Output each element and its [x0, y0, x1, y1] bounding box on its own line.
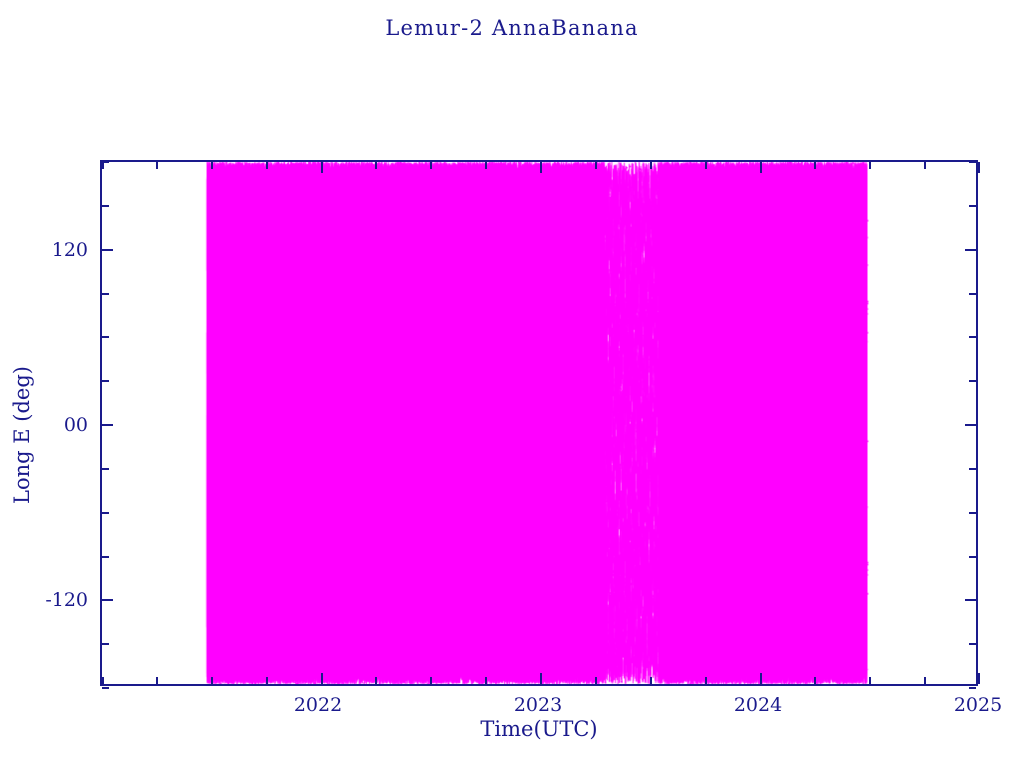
x-tick-2023.25 — [594, 677, 597, 684]
y-tick-right-150 — [969, 204, 976, 207]
x-tick-top-2021.5 — [210, 162, 213, 169]
x-axis-title: Time(UTC) — [480, 717, 598, 741]
y-tick--150 — [102, 643, 109, 646]
y-tick--60 — [102, 511, 109, 514]
y-tick--30 — [102, 467, 109, 470]
x-tick-label-2025: 2025 — [953, 694, 1003, 716]
y-tick-right--60 — [969, 511, 976, 514]
y-tick-right--30 — [969, 467, 976, 470]
x-tick-2023.5 — [649, 677, 652, 684]
y-tick--180 — [102, 687, 109, 689]
y-tick-150 — [102, 204, 109, 207]
x-tick-top-2023.5 — [649, 162, 652, 169]
x-tick-top-2024.75 — [924, 162, 927, 169]
y-tick-right--120 — [965, 599, 976, 602]
x-tick-top-2025 — [978, 162, 980, 173]
x-tick-2022.25 — [375, 677, 378, 684]
y-tick-label-m120: -120 — [45, 589, 88, 611]
x-tick-2023 — [540, 673, 542, 684]
x-tick-2021.5 — [210, 677, 213, 684]
x-tick-2022 — [320, 673, 323, 684]
x-tick-2023.75 — [704, 677, 707, 684]
plot-frame — [100, 160, 980, 689]
x-tick-top-2022.25 — [375, 162, 378, 169]
y-tick-right-90 — [969, 292, 976, 295]
page-title: Lemur-2 AnnaBanana — [385, 16, 639, 40]
y-tick-right--180 — [969, 687, 976, 689]
y-tick-label-120: 120 — [51, 239, 88, 261]
x-tick-2024 — [759, 673, 762, 684]
x-tick-2025 — [978, 673, 980, 684]
y-tick-right-30 — [969, 380, 976, 383]
y-tick-right-120 — [965, 248, 976, 251]
x-tick-top-2021 — [102, 162, 104, 169]
y-tick-right-60 — [969, 336, 976, 339]
y-tick-60 — [102, 336, 109, 339]
x-tick-2024.5 — [869, 677, 872, 684]
x-tick-label-2022: 2022 — [293, 694, 343, 716]
y-tick-120 — [102, 248, 113, 251]
x-tick-top-2023 — [540, 162, 542, 173]
y-tick--90 — [102, 555, 109, 558]
y-tick-right-180 — [969, 161, 976, 163]
x-tick-2024.25 — [814, 677, 817, 684]
x-tick-top-2024 — [759, 162, 762, 173]
x-tick-top-2022.75 — [485, 162, 488, 169]
x-tick-2021 — [102, 677, 104, 684]
y-tick-right-0 — [965, 424, 976, 426]
y-tick-right--150 — [969, 643, 976, 646]
x-tick-top-2021.75 — [265, 162, 268, 169]
x-tick-2022.75 — [485, 677, 488, 684]
y-tick-label-00: 00 — [63, 414, 88, 436]
series-canvas — [102, 162, 976, 684]
y-tick-0 — [102, 424, 113, 426]
x-tick-label-2023: 2023 — [513, 694, 563, 716]
x-tick-2021.75 — [265, 677, 268, 684]
x-tick-2022.5 — [430, 677, 433, 684]
y-tick-30 — [102, 380, 109, 383]
x-tick-2024.75 — [924, 677, 927, 684]
x-tick-top-2022 — [320, 162, 323, 173]
x-tick-top-2024.5 — [869, 162, 872, 169]
y-tick--120 — [102, 599, 113, 602]
y-tick-180 — [102, 161, 109, 163]
x-tick-top-2021.25 — [155, 162, 158, 169]
x-tick-top-2024.25 — [814, 162, 817, 169]
x-tick-top-2023.75 — [704, 162, 707, 169]
y-tick-90 — [102, 292, 109, 295]
x-tick-top-2022.5 — [430, 162, 433, 169]
x-tick-label-2024: 2024 — [733, 694, 783, 716]
x-tick-2021.25 — [155, 677, 158, 684]
x-tick-top-2023.25 — [594, 162, 597, 169]
y-tick-right--90 — [969, 555, 976, 558]
